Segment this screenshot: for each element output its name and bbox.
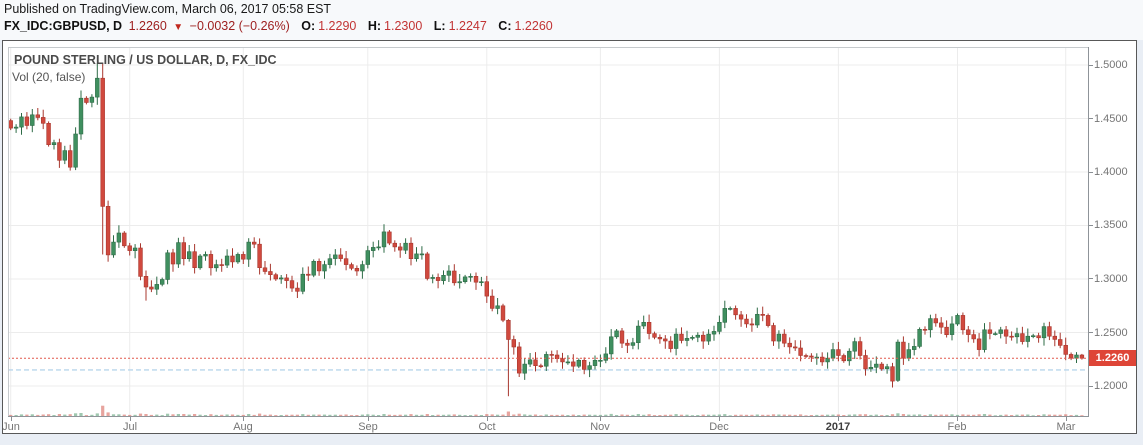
- time-axis-tick: [130, 417, 131, 421]
- price-axis-tick: [1089, 118, 1093, 119]
- low-value: 1.2247: [448, 19, 487, 33]
- price-axis-label: 1.4500: [1094, 113, 1128, 125]
- time-axis-tick: [957, 417, 958, 421]
- symbol-name: FX_IDC:GBPUSD, D: [4, 19, 123, 33]
- volume-indicator-label: Vol (20, false): [12, 70, 86, 84]
- price-axis-tick: [1089, 225, 1093, 226]
- price-axis-label: 1.5000: [1094, 59, 1128, 71]
- candlestick-chart[interactable]: [8, 47, 1089, 422]
- time-axis-label: Oct: [478, 421, 496, 433]
- price-axis-tick: [1089, 172, 1093, 173]
- price-axis-tick: [1089, 65, 1093, 66]
- open-value: 1.2290: [318, 19, 357, 33]
- time-axis-label: Jun: [2, 421, 20, 433]
- price-axis-label: 1.2000: [1094, 380, 1128, 392]
- time-axis-tick: [719, 417, 720, 421]
- price-axis-tick: [1089, 386, 1093, 387]
- time-axis-label: Mar: [1056, 421, 1076, 433]
- price-axis-label: 1.3000: [1094, 273, 1128, 285]
- time-axis-tick: [368, 417, 369, 421]
- time-axis-tick: [600, 417, 601, 421]
- price-axis-label: 1.4000: [1094, 166, 1128, 178]
- time-axis-label: 2017: [825, 421, 851, 433]
- time-axis-tick: [487, 417, 488, 421]
- current-price-badge: 1.2260: [1089, 350, 1136, 366]
- page-background-top: [0, 0, 1143, 40]
- close-value: 1.2260: [514, 19, 553, 33]
- low-label: L:: [433, 19, 446, 33]
- down-arrow-icon: ▼: [173, 22, 184, 33]
- price-axis-tick: [1089, 332, 1093, 333]
- price-axis-label: 1.3500: [1094, 219, 1128, 231]
- time-axis-label: Jul: [122, 421, 138, 433]
- price-axis-label: 1.2500: [1094, 327, 1128, 339]
- chart-frame: POUND STERLING / US DOLLAR, D, FX_IDC Vo…: [2, 40, 1137, 434]
- close-label: C:: [498, 19, 512, 33]
- time-axis-label: Aug: [233, 421, 253, 433]
- price-axis-tick: [1089, 278, 1093, 279]
- published-line: Published on TradingView.com, March 06, …: [4, 2, 332, 16]
- time-axis-tick: [243, 417, 244, 421]
- time-axis-tick: [838, 417, 839, 421]
- last-price: 1.2260: [128, 19, 167, 33]
- time-axis-label: Feb: [947, 421, 967, 433]
- time-axis-tick: [11, 417, 12, 421]
- time-axis-tick: [1066, 417, 1067, 421]
- chart-title: POUND STERLING / US DOLLAR, D, FX_IDC: [14, 53, 277, 67]
- time-axis-label: Nov: [590, 421, 610, 433]
- high-label: H:: [367, 19, 382, 33]
- time-axis-label: Dec: [709, 421, 729, 433]
- open-label: O:: [301, 19, 316, 33]
- time-axis-label: Sep: [358, 421, 378, 433]
- symbol-status-line: FX_IDC:GBPUSD, D 1.2260 ▼ −0.0032 (−0.26…: [4, 19, 556, 33]
- high-value: 1.2300: [384, 19, 423, 33]
- price-change: −0.0032 (−0.26%): [189, 19, 290, 33]
- candlestick-svg: [8, 47, 1089, 417]
